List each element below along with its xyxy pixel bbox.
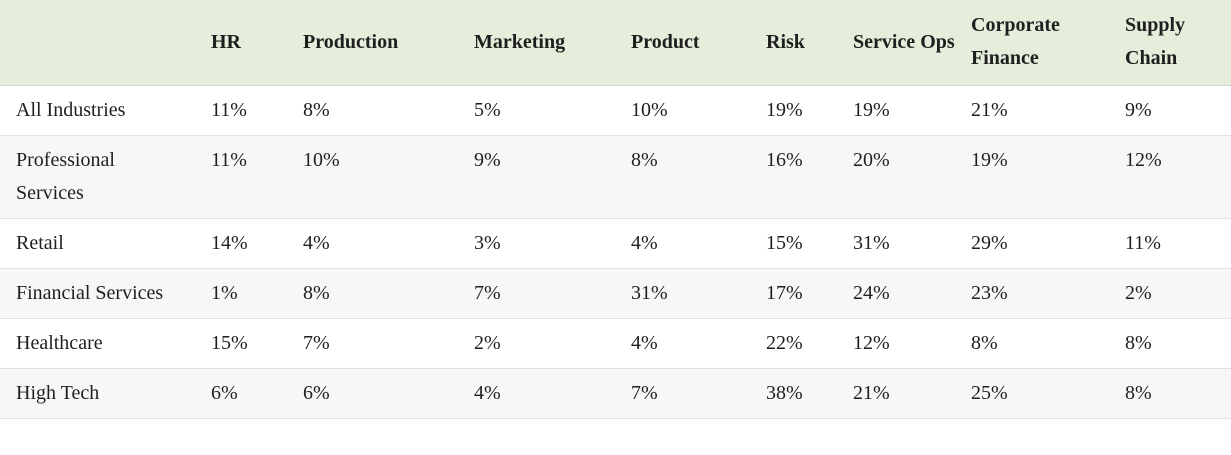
table-cell: 11% (211, 135, 303, 219)
table-cell: 19% (853, 85, 971, 136)
table-cell: 3% (474, 218, 631, 269)
table-cell: 5% (474, 85, 631, 136)
table-cell: 19% (971, 135, 1125, 219)
table-cell: 29% (971, 218, 1125, 269)
column-header-production: Production (303, 0, 474, 86)
table-cell: 1% (211, 268, 303, 319)
table-cell: 11% (1125, 218, 1231, 269)
column-header-product: Product (631, 0, 766, 86)
table-row-professional-services: Professional Services 11% 10% 9% 8% 16% … (0, 135, 1231, 219)
table-cell: 38% (766, 368, 853, 419)
table-cell: 8% (1125, 318, 1231, 369)
column-header-corporate-finance: Corporate Finance (971, 0, 1125, 86)
table-cell: 8% (1125, 368, 1231, 419)
table-cell: 15% (211, 318, 303, 369)
table-cell: 15% (766, 218, 853, 269)
table-cell: 7% (303, 318, 474, 369)
column-header-hr: HR (211, 0, 303, 86)
table-cell: 20% (853, 135, 971, 219)
table-body: All Industries 11% 8% 5% 10% 19% 19% 21%… (0, 85, 1231, 419)
table-row-high-tech: High Tech 6% 6% 4% 7% 38% 21% 25% 8% (0, 368, 1231, 419)
table-cell: 10% (631, 85, 766, 136)
row-header: Professional Services (0, 135, 211, 219)
table-cell: 21% (971, 85, 1125, 136)
table-cell: 31% (631, 268, 766, 319)
table-cell: 6% (211, 368, 303, 419)
table-cell: 9% (1125, 85, 1231, 136)
table-cell: 21% (853, 368, 971, 419)
table-cell: 2% (1125, 268, 1231, 319)
table-cell: 25% (971, 368, 1125, 419)
industry-department-table: HR Production Marketing Product Risk Ser… (0, 0, 1231, 419)
table-cell: 16% (766, 135, 853, 219)
table-row-retail: Retail 14% 4% 3% 4% 15% 31% 29% 11% (0, 218, 1231, 269)
table-cell: 12% (1125, 135, 1231, 219)
table-cell: 8% (303, 85, 474, 136)
header-row: HR Production Marketing Product Risk Ser… (0, 0, 1231, 86)
table-cell: 4% (474, 368, 631, 419)
table-cell: 19% (766, 85, 853, 136)
table-cell: 8% (971, 318, 1125, 369)
corner-header-cell (0, 0, 211, 86)
table-cell: 31% (853, 218, 971, 269)
table-cell: 7% (631, 368, 766, 419)
table-cell: 10% (303, 135, 474, 219)
row-header: Financial Services (0, 268, 211, 319)
table-row-all-industries: All Industries 11% 8% 5% 10% 19% 19% 21%… (0, 85, 1231, 136)
table-row-healthcare: Healthcare 15% 7% 2% 4% 22% 12% 8% 8% (0, 318, 1231, 369)
table-cell: 8% (303, 268, 474, 319)
table-cell: 22% (766, 318, 853, 369)
table-cell: 23% (971, 268, 1125, 319)
table-cell: 8% (631, 135, 766, 219)
table-cell: 9% (474, 135, 631, 219)
row-header: Healthcare (0, 318, 211, 369)
row-header: Retail (0, 218, 211, 269)
table-cell: 12% (853, 318, 971, 369)
table-cell: 4% (303, 218, 474, 269)
column-header-service-ops: Service Ops (853, 0, 971, 86)
column-header-risk: Risk (766, 0, 853, 86)
column-header-supply-chain: Supply Chain (1125, 0, 1231, 86)
table-cell: 7% (474, 268, 631, 319)
table-cell: 17% (766, 268, 853, 319)
table-cell: 11% (211, 85, 303, 136)
row-header: All Industries (0, 85, 211, 136)
table-header: HR Production Marketing Product Risk Ser… (0, 0, 1231, 86)
table-cell: 4% (631, 218, 766, 269)
row-header: High Tech (0, 368, 211, 419)
table-row-financial-services: Financial Services 1% 8% 7% 31% 17% 24% … (0, 268, 1231, 319)
column-header-marketing: Marketing (474, 0, 631, 86)
table-cell: 24% (853, 268, 971, 319)
table-cell: 6% (303, 368, 474, 419)
table-cell: 4% (631, 318, 766, 369)
table-cell: 14% (211, 218, 303, 269)
table-cell: 2% (474, 318, 631, 369)
